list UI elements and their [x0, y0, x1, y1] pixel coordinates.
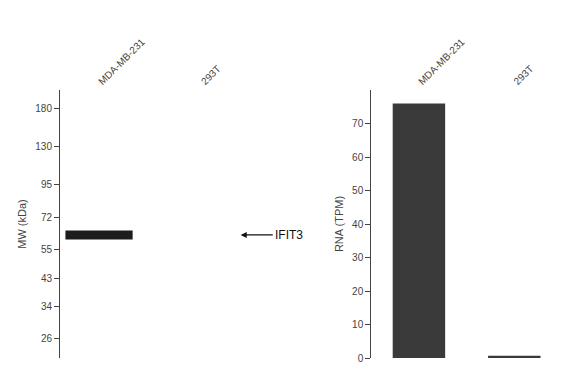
svg-text:26: 26 [41, 333, 53, 344]
svg-text:0: 0 [358, 353, 364, 364]
svg-text:72: 72 [41, 212, 53, 223]
svg-text:180: 180 [35, 103, 52, 114]
svg-text:30: 30 [352, 252, 364, 263]
svg-text:70: 70 [352, 118, 364, 129]
svg-text:RNA (TPM): RNA (TPM) [333, 196, 345, 252]
svg-text:293T: 293T [511, 63, 535, 87]
svg-text:43: 43 [41, 273, 53, 284]
svg-text:MW (kDa): MW (kDa) [16, 199, 28, 249]
svg-text:MDA-MB-231: MDA-MB-231 [96, 36, 147, 87]
svg-text:130: 130 [35, 141, 52, 152]
svg-text:IFIT3: IFIT3 [275, 228, 303, 242]
svg-text:34: 34 [41, 301, 53, 312]
svg-text:293T: 293T [199, 63, 223, 87]
svg-text:95: 95 [41, 179, 53, 190]
svg-text:55: 55 [41, 244, 53, 255]
svg-text:MDA-MB-231: MDA-MB-231 [416, 36, 467, 87]
svg-text:10: 10 [352, 319, 364, 330]
svg-text:60: 60 [352, 152, 364, 163]
svg-text:20: 20 [352, 286, 364, 297]
svg-text:40: 40 [352, 219, 364, 230]
svg-text:50: 50 [352, 185, 364, 196]
